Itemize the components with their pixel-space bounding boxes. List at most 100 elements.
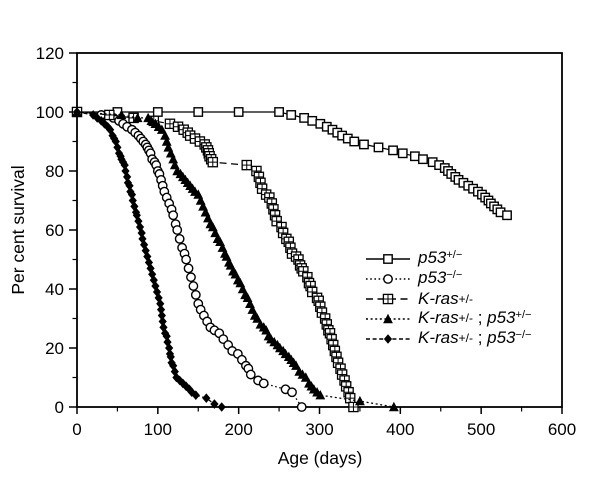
filled-triangle-marker — [116, 109, 127, 120]
filled-diamond-marker — [156, 298, 165, 309]
series-kras-het-p53-het — [72, 106, 399, 412]
y-tick-label: 80 — [45, 162, 64, 181]
open-circle-marker — [296, 402, 307, 412]
series-p53-het — [72, 107, 512, 221]
data-series — [71, 106, 512, 413]
filled-diamond-marker — [165, 343, 174, 353]
filled-diamond-marker — [383, 334, 393, 344]
legend-marker-open-square — [366, 254, 410, 264]
filled-diamond-marker — [123, 172, 132, 182]
x-tick-label: 100 — [144, 420, 172, 439]
crossed-square-marker — [344, 392, 356, 404]
x-tick-label: 200 — [224, 420, 252, 439]
y-tick-label: 40 — [45, 280, 64, 299]
filled-diamond-marker — [125, 180, 134, 191]
filled-triangle-marker — [161, 136, 172, 146]
filled-diamond-marker — [157, 310, 166, 321]
y-tick-label: 60 — [45, 221, 64, 240]
open-square-marker — [373, 142, 384, 153]
y-axis-title: Per cent survival — [8, 165, 28, 294]
open-square-marker — [299, 112, 310, 123]
open-circle-marker — [188, 281, 199, 291]
legend-marker-crossed-square — [366, 293, 410, 305]
open-circle-marker — [287, 387, 297, 398]
open-square-marker — [383, 254, 393, 264]
filled-diamond-marker — [210, 399, 219, 409]
filled-diamond-marker — [113, 142, 122, 153]
filled-diamond-marker — [217, 402, 226, 412]
y-tick-label: 120 — [36, 44, 64, 63]
open-square-marker — [286, 110, 297, 120]
x-tick-label: 600 — [548, 420, 576, 439]
open-circle-marker — [245, 369, 256, 380]
crossed-square-marker — [241, 159, 252, 171]
filled-triangle-marker — [388, 401, 399, 412]
filled-diamond-marker — [134, 216, 143, 226]
x-tick-label: 400 — [386, 420, 414, 439]
series-p53-null — [72, 107, 307, 412]
filled-diamond-marker — [137, 228, 146, 238]
filled-diamond-marker — [143, 251, 152, 262]
open-square-marker — [409, 151, 420, 162]
filled-diamond-marker — [162, 331, 171, 341]
legend-item-kras-het-p53-null: K-ras+/- ; p53−/− — [365, 328, 531, 349]
legend-item-p53-het: p53+/− — [365, 248, 531, 269]
open-square-marker — [193, 107, 204, 117]
open-circle-marker — [186, 272, 196, 283]
legend-label: p53+/− — [418, 248, 463, 267]
filled-diamond-marker — [191, 390, 200, 400]
filled-diamond-marker — [110, 133, 119, 144]
filled-diamond-marker — [130, 201, 139, 212]
filled-triangle-marker — [132, 112, 143, 123]
filled-diamond-marker — [185, 384, 194, 395]
open-square-marker — [418, 154, 428, 165]
filled-triangle-marker — [160, 130, 171, 140]
open-circle-marker — [174, 233, 185, 244]
filled-triangle-marker — [300, 372, 311, 382]
crossed-square-marker — [207, 156, 219, 168]
filled-triangle-marker — [355, 395, 365, 406]
open-circle-marker — [172, 225, 183, 235]
legend-marker-filled-triangle — [366, 313, 410, 324]
x-tick-label: 0 — [72, 420, 81, 439]
open-square-marker — [397, 148, 408, 159]
legend-marker-open-circle — [366, 274, 410, 284]
filled-diamond-marker — [178, 378, 187, 389]
filled-triangle-marker — [383, 313, 393, 324]
series-kras-het-p53-null — [72, 107, 226, 412]
filled-diamond-marker — [156, 304, 166, 315]
open-square-marker — [349, 136, 360, 147]
open-circle-marker — [190, 289, 201, 300]
filled-diamond-marker — [141, 245, 150, 256]
filled-diamond-marker — [158, 316, 167, 327]
y-tick-label: 0 — [55, 398, 64, 417]
y-tick-label: 100 — [36, 103, 64, 122]
filled-triangle-marker — [168, 154, 179, 164]
legend-item-kras-het: K-ras+/- — [365, 289, 531, 309]
filled-triangle-marker — [315, 390, 326, 400]
x-tick-label: 300 — [305, 420, 333, 439]
filled-triangle-marker — [252, 313, 263, 323]
filled-diamond-marker — [106, 124, 115, 135]
plot-frame — [76, 52, 563, 408]
legend: p53+/− p53−/− K-ras+/- K-ras+/- ; p53+/− K-r… — [365, 248, 531, 349]
crossed-square-marker — [382, 293, 394, 305]
filled-diamond-marker — [166, 352, 175, 362]
open-circle-marker — [258, 378, 269, 389]
filled-diamond-marker — [72, 107, 82, 117]
filled-triangle-marker — [291, 360, 301, 370]
axes: 0 100 200 300 400 500 600 0 20 40 60 80 100 120 — [36, 44, 577, 439]
filled-diamond-marker — [117, 154, 126, 164]
open-square-marker — [388, 145, 398, 156]
x-axis-title: Age (days) — [278, 448, 363, 468]
legend-item-p53-null: p53−/− — [365, 268, 531, 289]
y-tick-label: 20 — [45, 339, 64, 358]
filled-triangle-marker — [156, 124, 167, 134]
filled-diamond-marker — [108, 130, 117, 141]
open-circle-marker — [383, 274, 393, 284]
legend-label: K-ras+/- — [418, 288, 473, 308]
filled-diamond-marker — [120, 160, 129, 170]
open-circle-marker — [183, 263, 194, 274]
